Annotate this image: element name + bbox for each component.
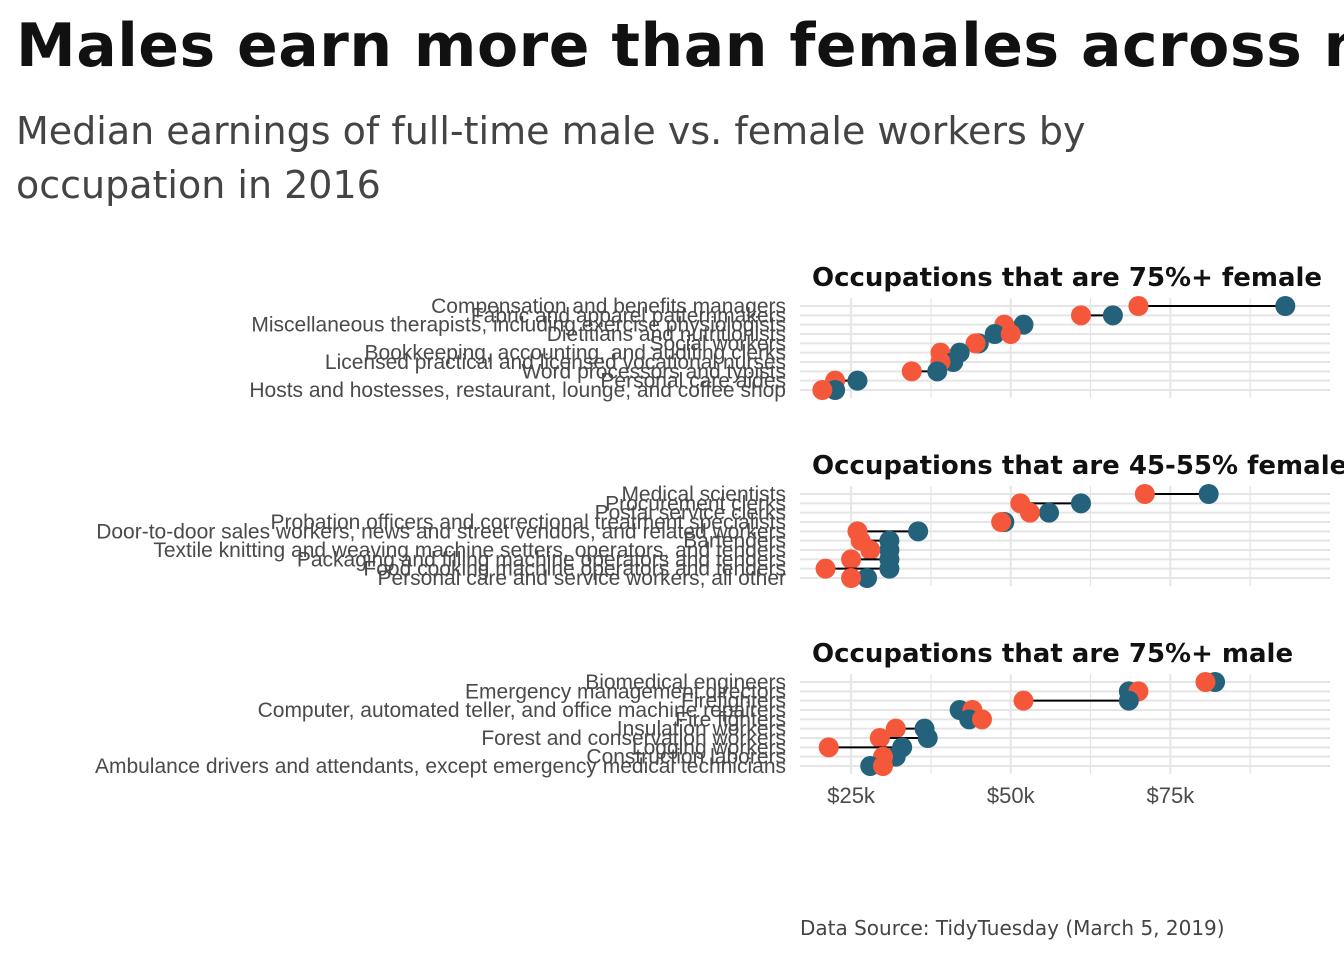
male-point	[908, 521, 929, 542]
occupation-label: Textile knitting and weaving machine set…	[153, 539, 786, 562]
panel-1: Occupations that are 75%+ female Compensa…	[249, 263, 1330, 402]
male-point	[847, 370, 868, 391]
female-point	[1013, 690, 1034, 711]
x-tick-label: $25k	[827, 783, 876, 808]
female-point	[1070, 305, 1091, 326]
male-point	[1118, 690, 1139, 711]
panel-marks	[812, 296, 1296, 400]
male-point	[927, 361, 948, 382]
occupation-label: Licensed practical and licensed vocation…	[325, 351, 786, 374]
female-point	[815, 558, 836, 579]
occupation-label: Firefighters	[681, 690, 786, 713]
data-source-caption: Data Source: TidyTuesday (March 5, 2019)	[800, 916, 1225, 940]
female-point	[885, 718, 906, 739]
male-point	[1198, 484, 1219, 504]
occupation-label: Packaging and filling machine operators …	[297, 548, 786, 571]
chart-subtitle: Median earnings of full-time male vs. fe…	[16, 109, 1086, 207]
occupation-label: Logging workers	[632, 736, 786, 759]
female-point	[991, 512, 1012, 532]
panel-3: Occupations that are 75%+ male Biomedical…	[95, 639, 1330, 778]
female-point	[965, 333, 986, 354]
occupation-label: Personal care and service workers, all o…	[377, 567, 786, 590]
male-point	[917, 728, 938, 748]
male-point	[1070, 493, 1091, 514]
occupation-label: Computer, automated teller, and office m…	[258, 699, 786, 722]
panel-2: Occupations that are 45-55% female Medica…	[96, 451, 1344, 590]
occupation-label: Word processors and typists	[521, 360, 786, 383]
female-point	[1000, 324, 1021, 344]
occupation-label: Personal care aides	[600, 370, 786, 393]
occupation-label: Biomedical engineers	[585, 671, 786, 694]
occupation-label: Forest and conservation workers	[481, 727, 786, 750]
occupation-label: Postal service clerks	[595, 502, 786, 525]
occupation-label: Probation officers and correctional trea…	[270, 511, 786, 534]
panel-title: Occupations that are 45-55% female	[812, 451, 1344, 481]
female-point	[869, 728, 890, 748]
female-point	[818, 737, 839, 758]
panel-title: Occupations that are 75%+ male	[812, 639, 1293, 669]
female-point	[1134, 484, 1155, 504]
chart-title: Males earn more than females across most…	[16, 11, 1344, 81]
female-point	[812, 380, 833, 400]
panel-marks	[815, 484, 1219, 588]
occupation-label: Fire fighters	[675, 708, 786, 731]
male-point	[984, 324, 1005, 344]
occupation-label: Dietitians and nutritionists	[547, 323, 786, 346]
occupation-label: Fabric and apparel patternmakers	[471, 304, 786, 327]
occupation-label: Ambulance drivers and attendants, except…	[95, 755, 786, 778]
panel-marks	[818, 672, 1226, 776]
female-point	[1019, 502, 1040, 523]
occupation-label: Door-to-door sales workers, news and str…	[96, 520, 786, 543]
female-point	[1195, 672, 1216, 692]
female-point	[860, 540, 881, 560]
female-point	[971, 709, 992, 730]
occupation-label: Compensation and benefits managers	[431, 295, 786, 318]
female-point	[841, 568, 862, 588]
male-point	[857, 568, 878, 588]
female-point	[841, 549, 862, 570]
occupation-label: Bookkeeping, accounting, and auditing cl…	[365, 342, 786, 365]
occupation-label: Medical scientists	[621, 483, 786, 506]
occupation-label: Construction laborers	[586, 746, 786, 769]
occupation-label: Emergency management directors	[465, 680, 786, 703]
male-point	[1275, 296, 1296, 316]
occupation-label: Social workers	[649, 332, 786, 355]
occupation-label: Bartenders	[683, 530, 786, 553]
occupation-label: Miscellaneous therapists, including exer…	[251, 314, 786, 337]
female-point	[1128, 296, 1149, 316]
x-tick-label: $50k	[987, 783, 1036, 808]
occupation-label: Insulation workers	[617, 718, 786, 741]
male-point	[1039, 502, 1060, 523]
occupation-label: Food cooking machine operators and tende…	[363, 558, 786, 581]
female-point	[873, 756, 894, 776]
x-tick-label: $75k	[1147, 783, 1196, 808]
occupation-label: Hosts and hostesses, restaurant, lounge,…	[249, 379, 786, 402]
male-point	[879, 558, 900, 579]
female-point	[901, 361, 922, 382]
male-point	[1102, 305, 1123, 326]
occupation-label: Procurement clerks	[605, 492, 786, 515]
panel-title: Occupations that are 75%+ female	[812, 263, 1322, 293]
